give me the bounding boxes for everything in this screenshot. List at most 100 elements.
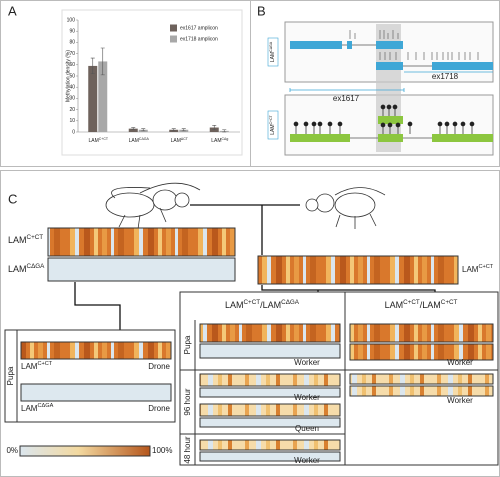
heat-strip	[47, 227, 236, 257]
superscript: C+CT	[37, 361, 52, 367]
label-part: LAM	[21, 362, 38, 371]
legend-label: ex1718 amplicon	[180, 36, 218, 42]
label-part: /	[420, 300, 423, 310]
row-label-box	[267, 110, 279, 140]
row-label: LAMCΔGA	[269, 41, 276, 62]
heat-strip	[349, 373, 494, 385]
bar	[128, 128, 138, 132]
x-tick-label: LAMCΔg	[211, 137, 228, 144]
heat-strip	[199, 323, 341, 343]
y-tick-label: 30	[69, 96, 75, 102]
caste-label: Worker	[447, 396, 473, 405]
label-part: LAM	[21, 404, 38, 413]
superscript: C+CT	[403, 299, 420, 306]
error-bar	[90, 57, 95, 75]
legend-swatch	[170, 24, 177, 32]
bar	[88, 65, 98, 132]
scale-label: 0%	[6, 446, 18, 455]
heat-strip	[349, 385, 494, 397]
heat-strip	[199, 417, 341, 428]
label-part: LAM	[8, 264, 27, 274]
y-tick-label: 40	[69, 85, 75, 91]
heat-strip	[20, 383, 172, 402]
label-part: LAM	[129, 138, 139, 144]
superscript: CΔg	[221, 137, 228, 141]
y-tick-label: 100	[67, 17, 76, 23]
caste-label: Worker	[294, 393, 320, 402]
caste-label: Worker	[294, 358, 320, 367]
legend-label: ex1617 amplicon	[180, 25, 218, 31]
superscript: CΔGA	[269, 41, 273, 52]
label-part: LAM	[270, 124, 276, 134]
y-tick-label: 10	[69, 118, 75, 124]
heat-strip	[199, 451, 341, 462]
label-part: LAM	[225, 300, 244, 310]
label-part: LAM	[211, 138, 221, 144]
error-bar	[100, 47, 105, 76]
heat-strip	[47, 257, 236, 282]
strip-label: LAMCΔGA	[21, 403, 54, 413]
label-part: LAM	[385, 300, 404, 310]
superscript: C+CT	[441, 299, 458, 306]
y-tick-label: 80	[69, 40, 75, 46]
label-part: LAM	[8, 235, 27, 245]
heat-strip	[257, 255, 459, 285]
panel-label: A	[8, 3, 17, 18]
scale-label: 100%	[152, 446, 172, 455]
heat-strip	[199, 439, 341, 451]
superscript: C+CT	[269, 114, 273, 124]
error-bar	[181, 128, 186, 132]
x-tick-label: LAMC+CT	[88, 137, 108, 144]
stage-label: Pupa	[183, 335, 192, 354]
heat-strip	[349, 323, 494, 343]
heat-strip	[199, 343, 341, 359]
caste-label: Worker	[294, 456, 320, 465]
error-bar	[212, 124, 217, 131]
color-scale	[19, 445, 151, 457]
y-tick-label: 50	[69, 73, 75, 79]
superscript: ΔCT	[181, 137, 189, 141]
cross-header: LAMC+CT/LAMCΔGA	[225, 299, 300, 310]
heat-strip	[20, 341, 172, 360]
strip-label: LAMC+CT	[21, 361, 53, 371]
superscript: CΔGA	[281, 299, 300, 306]
y-tick-label: 90	[69, 29, 75, 35]
error-bar	[131, 127, 136, 131]
bar	[98, 61, 108, 132]
row-label-box	[267, 37, 279, 67]
heat-strip	[199, 403, 341, 417]
y-tick-label: 20	[69, 107, 75, 113]
row-label: LAMC+CT	[269, 114, 276, 134]
legend-swatch	[170, 35, 177, 43]
superscript: C+CT	[27, 234, 44, 241]
caste-label: Worker	[447, 358, 473, 367]
superscript: C+CT	[244, 299, 261, 306]
heat-strip	[349, 343, 494, 361]
y-tick-label: 60	[69, 62, 75, 68]
caste-label: Queen	[295, 424, 319, 433]
heat-strip	[199, 387, 341, 398]
stage-label: Pupa	[6, 366, 15, 385]
x-tick-label: LAMΔCT	[171, 137, 189, 144]
cross-header: LAMC+CT/LAMC+CT	[385, 299, 458, 310]
label-part: LAM	[263, 300, 282, 310]
strip-label: LAMCΔGA	[8, 263, 45, 274]
gene-diagram	[284, 21, 494, 156]
tree-lines	[74, 204, 436, 330]
caste-label: Drone	[148, 404, 170, 413]
y-tick-label: 70	[69, 51, 75, 57]
y-axis-label: Methylation density (%)	[65, 50, 71, 102]
caste-label: Drone	[148, 362, 170, 371]
label-part: LAM	[270, 52, 276, 62]
superscript: CΔGA	[139, 137, 150, 141]
y-tick-label: 0	[72, 129, 75, 135]
label-part: LAM	[422, 300, 441, 310]
error-bar	[222, 129, 227, 133]
panel-label: B	[257, 3, 266, 18]
stage-label: 96 hour	[183, 388, 192, 415]
divider	[180, 292, 498, 465]
error-bar	[141, 128, 146, 132]
amplicon-label: ex1718	[432, 72, 459, 81]
bee-illustrations	[105, 182, 386, 230]
amplicon-label: ex1617	[333, 94, 360, 103]
